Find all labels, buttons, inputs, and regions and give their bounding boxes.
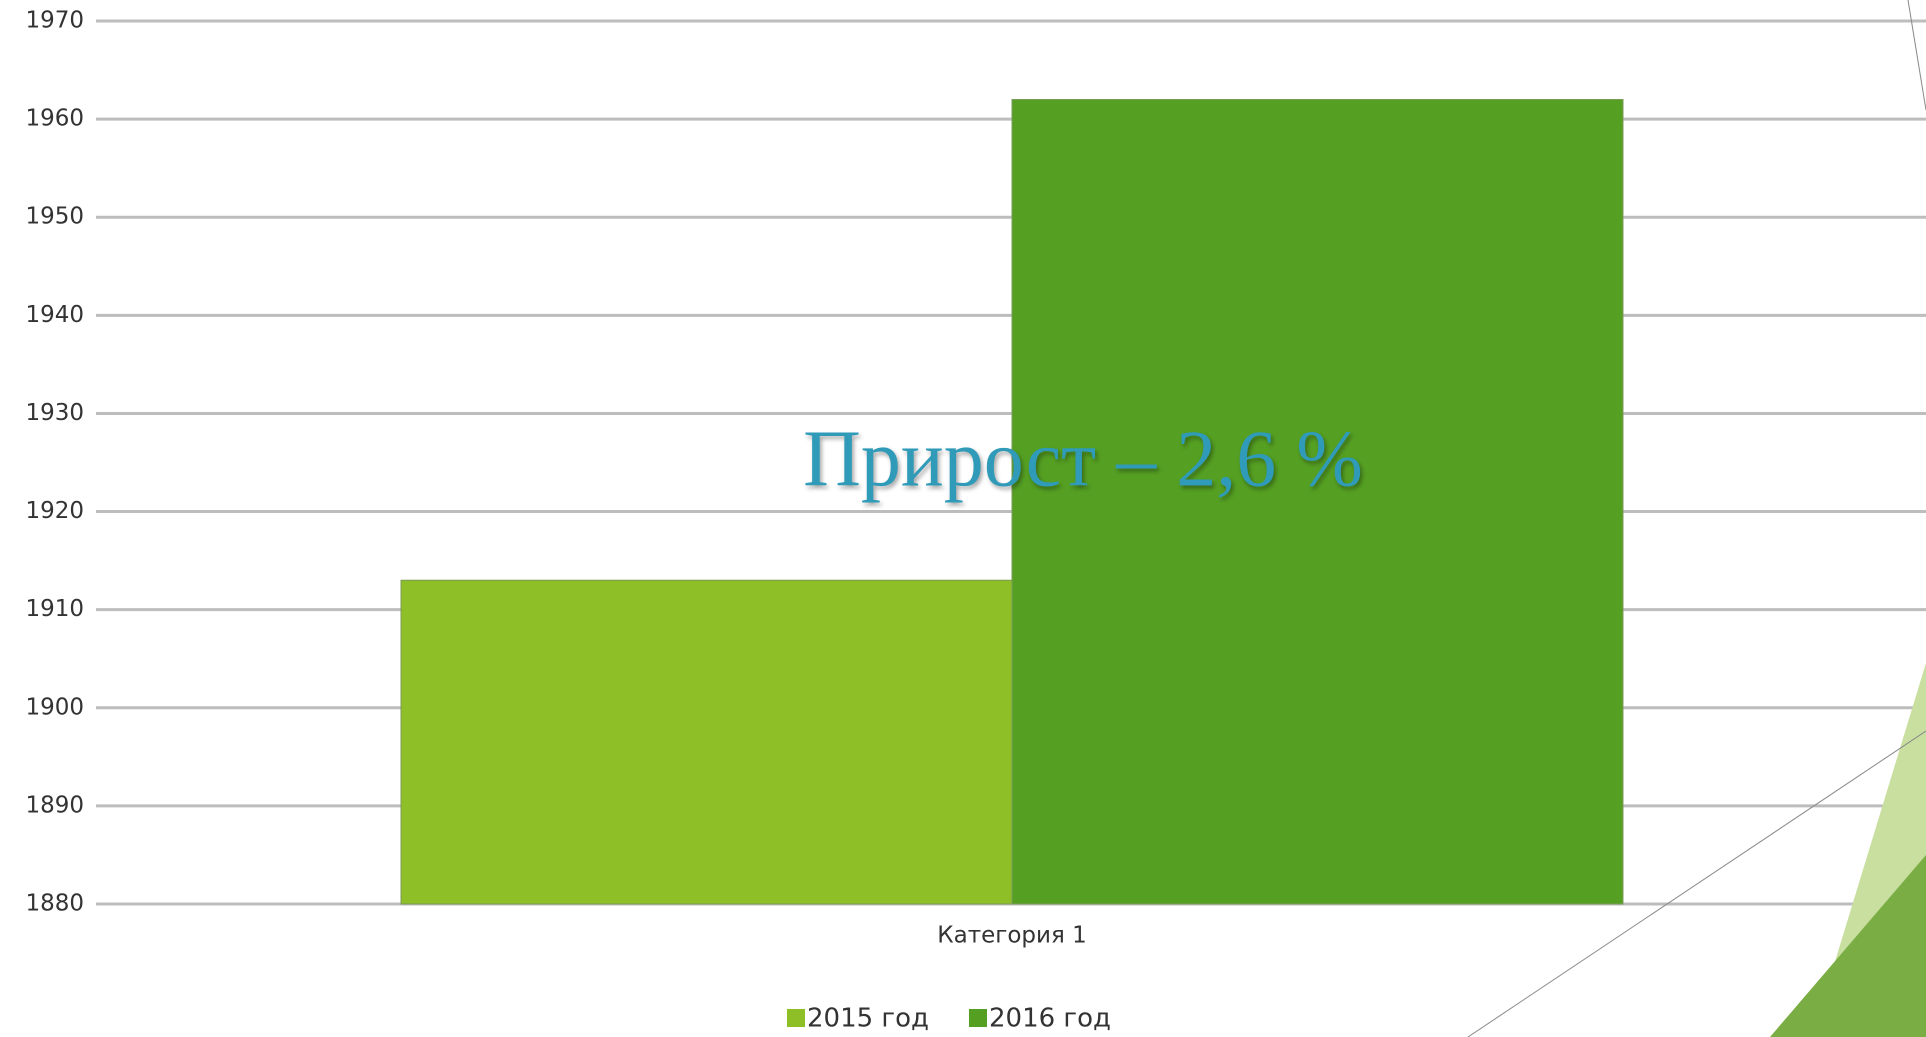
bar <box>1011 98 1624 905</box>
annotation: Прирост – 2,6 % <box>803 415 1363 503</box>
y-tick-label: 1880 <box>25 891 84 917</box>
legend-label: 2016 год <box>989 1004 1111 1034</box>
legend-swatch <box>968 1009 987 1027</box>
y-tick-label: 1920 <box>25 498 84 524</box>
decoration <box>1907 0 1926 111</box>
y-tick-label: 1910 <box>25 596 84 622</box>
decoration <box>1467 730 1926 1037</box>
legend-swatch <box>787 1009 805 1027</box>
bar <box>400 579 1013 905</box>
y-tick-label: 1900 <box>25 694 84 720</box>
decoration <box>1770 855 1926 1037</box>
legend-label: 2015 год <box>807 1004 929 1034</box>
y-tick-label: 1960 <box>25 106 84 132</box>
y-tick-label: 1930 <box>25 400 84 426</box>
y-tick-label: 1890 <box>25 792 84 818</box>
y-tick-label: 1940 <box>25 302 84 328</box>
bars <box>400 98 1624 905</box>
y-tick-label: 1970 <box>25 8 84 34</box>
y-tick-label: 1950 <box>25 204 84 230</box>
x-tick-label: Категория 1 <box>937 923 1086 949</box>
